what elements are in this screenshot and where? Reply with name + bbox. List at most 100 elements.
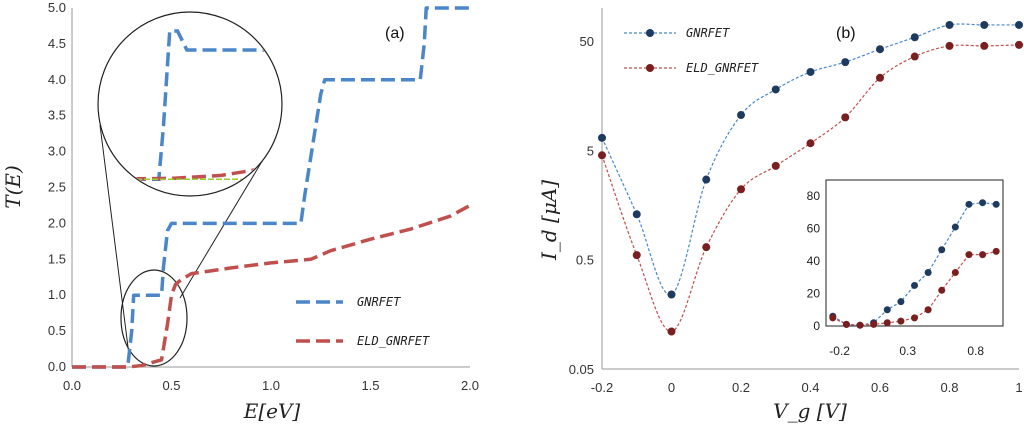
panel-a-x-tick-label: 2.0 xyxy=(461,378,479,393)
inset-data-point-eld_gnrfet xyxy=(938,286,946,294)
data-point-gnrfet xyxy=(806,67,815,76)
inset-data-point-gnrfet xyxy=(992,200,1000,208)
data-point-eld_gnrfet xyxy=(771,161,780,170)
data-point-eld_gnrfet xyxy=(632,251,641,260)
inset-data-point-gnrfet xyxy=(924,268,932,276)
inset-data-point-eld_gnrfet xyxy=(911,314,918,322)
panel-a-xlabel: E[eV] xyxy=(243,399,301,423)
panel-a-y-tick-label: 3.5 xyxy=(48,108,66,123)
data-point-eld_gnrfet xyxy=(876,73,884,82)
panel-b-x-tick-label: 1 xyxy=(1015,380,1022,395)
inset-data-point-eld_gnrfet xyxy=(992,247,1000,255)
panel-b-y-tick-label: 50 xyxy=(580,34,594,49)
inset-data-point-eld_gnrfet xyxy=(870,320,878,328)
inset-x-tick-label: 0.8 xyxy=(967,344,984,358)
zoom-magnifier-circle xyxy=(97,11,283,197)
inset-y-tick-label: 60 xyxy=(807,222,821,236)
panel-b-x-tick-label: 0 xyxy=(668,380,675,395)
inset-data-point-gnrfet xyxy=(938,246,946,254)
panel-b-y-tick-label: 0.05 xyxy=(569,362,594,377)
data-point-gnrfet xyxy=(910,33,919,42)
panel-b-inset: -0.2 0.3 0.8 0 20 40 60 80 xyxy=(807,179,1004,358)
inset-x-tick-label: -0.2 xyxy=(829,344,850,358)
data-point-gnrfet xyxy=(1015,20,1023,29)
data-point-gnrfet xyxy=(737,111,745,120)
panel-a-y-tick-label: 2.0 xyxy=(48,215,66,230)
panel-b-x-tick-label: 0.8 xyxy=(940,380,958,395)
panel-b-series xyxy=(598,20,1023,336)
data-point-eld_gnrfet xyxy=(806,139,815,148)
panel-a-label: (a) xyxy=(385,25,405,42)
series-line-eld_gnrfet xyxy=(72,203,471,369)
panel-b-x-tick-label: 0.2 xyxy=(732,380,750,395)
zoom-series-line-eld_gnrfet xyxy=(111,166,269,181)
data-point-gnrfet xyxy=(632,210,641,219)
panel-a-legend: GNRFET ELD_GNRFET xyxy=(296,295,430,348)
panel-a: 0.0 0.5 1.0 1.5 2.0 0.0 0.5 1.0 1.5 2.0 2.5 3.0 3.5 4… xyxy=(1,0,479,423)
panel-a-x-tick-label: 0.5 xyxy=(162,378,180,393)
data-point-gnrfet xyxy=(876,45,884,54)
data-point-gnrfet xyxy=(598,133,606,142)
panel-b-y-tick-label: 5 xyxy=(587,143,594,158)
panel-b-xlabel: V_g [V] xyxy=(773,399,847,423)
legend-marker-gnrfet xyxy=(646,29,654,37)
inset-y-tick-label: 0 xyxy=(813,319,820,333)
panel-b: -0.2 0 0.2 0.4 0.6 0.8 1 0.05 0.5 5 50 GNRFET ELD_G… xyxy=(537,8,1023,423)
panel-b-label: (b) xyxy=(836,25,856,42)
data-point-eld_gnrfet xyxy=(910,52,919,61)
zoom-region-circle xyxy=(120,269,188,367)
panel-a-ylabel: T(E) xyxy=(1,165,25,209)
panel-b-y-tick-label: 0.5 xyxy=(576,253,594,268)
inset-data-point-eld_gnrfet xyxy=(897,317,905,325)
data-point-eld_gnrfet xyxy=(1015,40,1023,49)
panel-a-y-tick-label: 4.0 xyxy=(48,72,66,87)
panel-b-axes xyxy=(601,8,1019,370)
series-line-gnrfet xyxy=(72,6,470,369)
inset-data-point-eld_gnrfet xyxy=(883,319,891,327)
panel-a-x-tick-label: 1.0 xyxy=(262,378,280,393)
panel-a-y-tick-label: 3.0 xyxy=(48,144,66,159)
zoom-series-line-gnrfet xyxy=(112,29,268,181)
data-point-eld_gnrfet xyxy=(667,327,676,336)
panel-a-ticks: 0.0 0.5 1.0 1.5 2.0 0.0 0.5 1.0 1.5 2.0 2.5 3.0 3.5 4… xyxy=(48,0,479,393)
inset-data-point-eld_gnrfet xyxy=(856,321,864,329)
inset-data-point-gnrfet xyxy=(965,200,973,208)
panel-a-y-tick-label: 1.5 xyxy=(48,251,66,266)
series-line-gnrfet xyxy=(601,23,1019,296)
panel-a-series xyxy=(72,6,471,369)
zoom-connector-left xyxy=(99,124,130,356)
panel-b-x-tick-label: 0.6 xyxy=(871,380,889,395)
panel-a-y-tick-label: 4.5 xyxy=(48,36,66,51)
data-point-gnrfet xyxy=(771,85,780,94)
data-point-gnrfet xyxy=(980,20,989,29)
inset-data-point-gnrfet xyxy=(979,199,987,207)
data-point-eld_gnrfet xyxy=(598,151,606,160)
panel-b-ticks: -0.2 0 0.2 0.4 0.6 0.8 1 0.05 0.5 5 50 xyxy=(569,34,1023,395)
inset-data-point-eld_gnrfet xyxy=(924,306,932,314)
inset-data-point-gnrfet xyxy=(897,298,905,306)
inset-data-point-eld_gnrfet xyxy=(951,268,959,276)
panel-a-y-tick-label: 2.5 xyxy=(48,180,66,195)
legend-label-eld_gnrfet: ELD_GNRFET xyxy=(357,334,430,348)
inset-data-point-gnrfet xyxy=(911,281,918,289)
panel-a-x-tick-label: 0.0 xyxy=(63,378,81,393)
legend-label-gnrfet: GNRFET xyxy=(686,26,730,40)
inset-data-point-eld_gnrfet xyxy=(965,251,973,259)
data-point-eld_gnrfet xyxy=(702,243,711,252)
data-point-gnrfet xyxy=(841,58,850,67)
data-point-eld_gnrfet xyxy=(945,41,954,50)
inset-data-point-gnrfet xyxy=(883,306,891,314)
data-point-gnrfet xyxy=(702,175,711,184)
inset-data-point-gnrfet xyxy=(951,223,959,231)
inset-data-point-eld_gnrfet xyxy=(829,314,837,322)
panel-a-y-tick-label: 0.5 xyxy=(48,323,66,338)
legend-label-gnrfet: GNRFET xyxy=(357,295,401,309)
inset-y-tick-label: 80 xyxy=(807,189,821,203)
inset-x-tick-label: 0.3 xyxy=(899,344,916,358)
inset-data-point-eld_gnrfet xyxy=(979,251,987,259)
inset-y-tick-label: 40 xyxy=(807,254,821,268)
data-point-eld_gnrfet xyxy=(841,113,850,122)
panel-b-legend: GNRFET ELD_GNRFET xyxy=(624,26,759,75)
panel-a-zoom-inset xyxy=(97,11,283,367)
